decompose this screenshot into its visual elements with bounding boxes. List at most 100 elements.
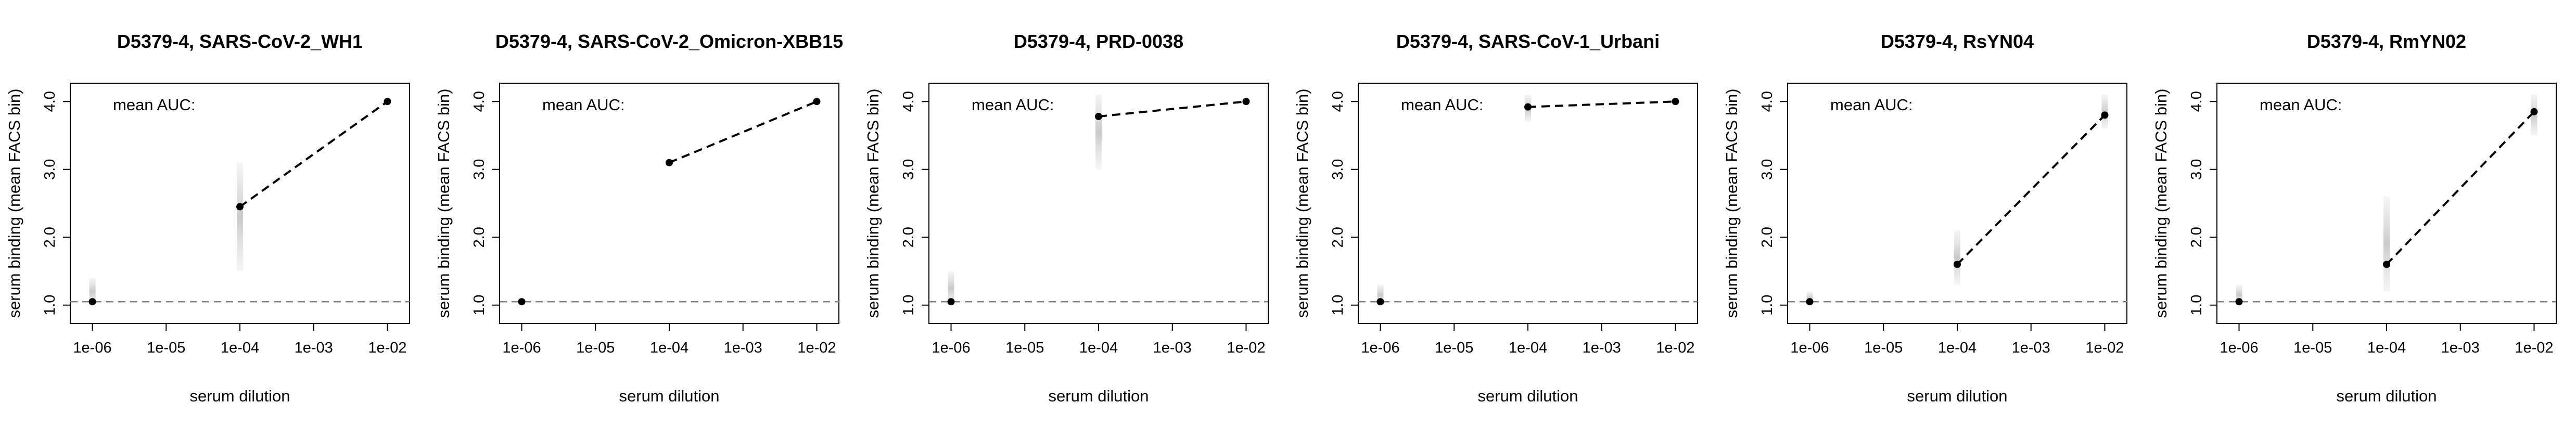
- x-tick-label: 1e-04: [221, 340, 259, 356]
- y-axis-label: serum binding (mean FACS bin): [2152, 88, 2170, 318]
- x-tick-label: 1e-06: [932, 340, 970, 356]
- y-axis-label: serum binding (mean FACS bin): [1723, 88, 1741, 318]
- replicate-spread: [2383, 196, 2390, 292]
- data-point: [1376, 298, 1384, 306]
- y-tick-label: 3.0: [2188, 159, 2205, 180]
- x-tick-label: 1e-02: [368, 340, 406, 356]
- chart-panel: D5379-4, SARS-CoV-2_Omicron-XBB15 1.0 2.0 3…: [435, 31, 843, 405]
- x-tick-label: 1e-06: [73, 340, 111, 356]
- series-line: [669, 100, 818, 164]
- x-tick-label: 1e-02: [2515, 340, 2553, 356]
- y-tick-label: 4.0: [2188, 91, 2205, 112]
- x-tick-label: 1e-03: [1583, 340, 1621, 356]
- y-tick-label: 3.0: [1759, 159, 1776, 180]
- chart-title: D5379-4, RsYN04: [1881, 31, 2034, 52]
- chart-panel: D5379-4, RmYN02 1.0 2.0 3.0 4.0 1e-06 1e-05 1e-…: [2152, 31, 2557, 405]
- x-tick-label: 1e-02: [797, 340, 836, 356]
- y-tick-label: 4.0: [1759, 91, 1776, 112]
- x-tick-label: 1e-03: [724, 340, 762, 356]
- y-tick-label: 2.0: [2188, 227, 2205, 248]
- mean-auc-annotation: mean AUC:: [113, 96, 196, 114]
- x-tick-label: 1e-04: [1509, 340, 1547, 356]
- chart-panel: D5379-4, SARS-CoV-1_Urbani 1.0 2.0 3.0 4.0 1e…: [1293, 31, 1698, 405]
- x-axis-label: serum dilution: [619, 387, 720, 405]
- x-axis-label: serum dilution: [190, 387, 290, 405]
- x-tick-label: 1e-05: [576, 340, 615, 356]
- replicate-spread: [1954, 230, 1960, 285]
- data-point: [1095, 112, 1102, 120]
- data-point: [2530, 108, 2538, 115]
- x-tick-label: 1e-04: [2367, 340, 2406, 356]
- data-point: [666, 159, 673, 166]
- mean-auc-annotation: mean AUC:: [1401, 96, 1484, 114]
- y-tick-label: 3.0: [42, 159, 58, 180]
- y-tick-label: 2.0: [900, 227, 917, 248]
- y-tick-label: 2.0: [471, 227, 488, 248]
- y-tick-label: 1.0: [2188, 295, 2205, 316]
- data-point: [2235, 298, 2243, 306]
- x-tick-label: 1e-06: [1790, 340, 1829, 356]
- x-tick-label: 1e-04: [1079, 340, 1118, 356]
- chart-title: D5379-4, SARS-CoV-2_WH1: [117, 31, 363, 52]
- x-tick-label: 1e-05: [2293, 340, 2332, 356]
- x-tick-label: 1e-03: [1153, 340, 1192, 356]
- replicate-spread: [237, 162, 243, 271]
- x-tick-label: 1e-06: [1361, 340, 1399, 356]
- x-tick-label: 1e-03: [295, 340, 333, 356]
- x-tick-label: 1e-02: [2085, 340, 2124, 356]
- chart-title: D5379-4, PRD-0038: [1014, 31, 1183, 52]
- y-tick-label: 3.0: [471, 159, 488, 180]
- x-axis-label: serum dilution: [1049, 387, 1149, 405]
- x-tick-label: 1e-03: [2012, 340, 2050, 356]
- data-point: [384, 98, 391, 106]
- x-tick-label: 1e-04: [1938, 340, 1976, 356]
- mean-auc-annotation: mean AUC:: [1830, 96, 1913, 114]
- x-tick-label: 1e-05: [147, 340, 185, 356]
- x-tick-label: 1e-03: [2441, 340, 2480, 356]
- x-tick-label: 1e-02: [1656, 340, 1694, 356]
- data-point: [518, 298, 526, 306]
- mean-auc-annotation: mean AUC:: [972, 96, 1054, 114]
- x-axis-label: serum dilution: [2337, 387, 2437, 405]
- plot-frame: [499, 83, 839, 324]
- y-tick-label: 2.0: [1759, 227, 1776, 248]
- y-tick-label: 1.0: [471, 295, 488, 316]
- data-point: [236, 203, 244, 211]
- plot-frame: [1787, 83, 2127, 324]
- y-tick-label: 4.0: [42, 91, 58, 112]
- chart-title: D5379-4, RmYN02: [2307, 31, 2466, 52]
- data-point: [2383, 261, 2390, 268]
- x-tick-label: 1e-05: [1864, 340, 1903, 356]
- chart-title: D5379-4, SARS-CoV-2_Omicron-XBB15: [495, 31, 843, 52]
- data-point: [1242, 98, 1250, 106]
- x-tick-label: 1e-05: [1005, 340, 1044, 356]
- series-line: [239, 100, 388, 208]
- y-axis-label: serum binding (mean FACS bin): [864, 88, 882, 318]
- data-point: [88, 298, 96, 306]
- x-tick-label: 1e-02: [1227, 340, 1265, 356]
- y-tick-label: 3.0: [900, 159, 917, 180]
- y-tick-label: 2.0: [42, 227, 58, 248]
- y-axis-label: serum binding (mean FACS bin): [435, 88, 453, 318]
- series-line: [1527, 100, 1676, 108]
- data-point: [1806, 298, 1814, 306]
- x-axis-label: serum dilution: [1907, 387, 2008, 405]
- x-tick-label: 1e-06: [502, 340, 541, 356]
- replicate-spread: [89, 278, 96, 305]
- x-tick-label: 1e-04: [650, 340, 688, 356]
- chart-panel: D5379-4, RsYN04 1.0 2.0 3.0 4.0 1e-06 1e-05 1e-…: [1723, 31, 2127, 405]
- x-axis-label: serum dilution: [1478, 387, 1578, 405]
- y-axis-label: serum binding (mean FACS bin): [1293, 88, 1311, 318]
- series-line: [1956, 114, 2106, 265]
- y-tick-label: 1.0: [42, 295, 58, 316]
- x-tick-label: 1e-05: [1435, 340, 1473, 356]
- replicate-spread: [948, 271, 954, 305]
- y-tick-label: 4.0: [471, 91, 488, 112]
- series-line: [2386, 111, 2535, 265]
- data-point: [1524, 103, 1532, 111]
- replicate-spread: [1095, 95, 1102, 170]
- data-point: [1672, 98, 1679, 106]
- mean-auc-annotation: mean AUC:: [542, 96, 625, 114]
- y-axis-label: serum binding (mean FACS bin): [5, 88, 23, 318]
